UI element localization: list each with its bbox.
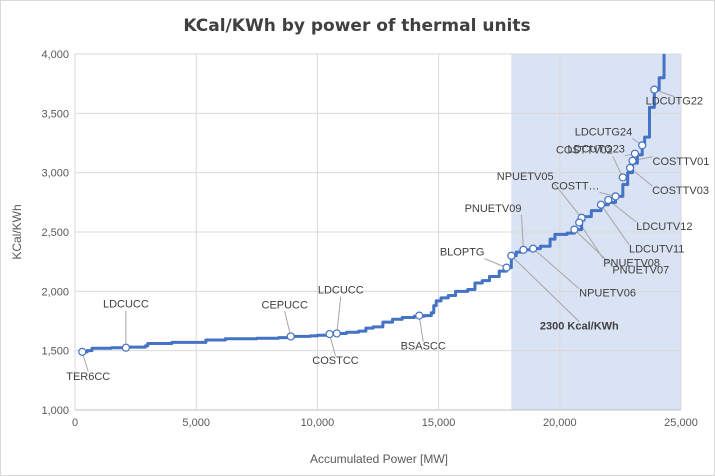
annotation-marker (628, 156, 637, 165)
annotation-label: NPUETV06 (579, 288, 636, 300)
annotation-marker (630, 149, 640, 158)
annotation-marker (325, 329, 334, 339)
annotation-marker (618, 173, 627, 182)
y-tick-label: 1,500 (41, 346, 69, 358)
grid-lines (74, 53, 682, 411)
annotation-label: LDCUTV12 (636, 221, 692, 233)
annotation-marker (625, 163, 635, 173)
annotation-label: LDCUTG22 (646, 96, 703, 108)
annotation-labels: TER6CC LDCUCC CEPUCC COSTCC LDCUCC BSASCC BLOP… (66, 96, 709, 383)
annotation-leader (574, 229, 613, 266)
annotation-marker (502, 263, 511, 272)
x-tick-label: 5,000 (182, 417, 210, 429)
annotation-leader (520, 214, 524, 250)
annotation-marker (570, 225, 579, 234)
annotation-marker (650, 85, 659, 94)
annotation-label: LDCUCC (103, 299, 149, 311)
annotation-marker (604, 195, 613, 205)
annotation-label: 2300 Kcal/KWh (540, 321, 619, 333)
annotation-leader (578, 222, 604, 259)
annotation-label: LDCUTG23 (567, 144, 624, 156)
x-axis-title: Accumulated Power [MW] (310, 452, 448, 466)
annotation-label: BSASCC (401, 341, 446, 353)
x-tick-labels: 0 5,000 10,000 15,000 20,000 25,000 (72, 417, 698, 429)
y-tick-label: 2,500 (41, 227, 69, 239)
x-tick-label: 10,000 (301, 417, 335, 429)
annotation-marker (611, 192, 620, 201)
annotation-marker (575, 218, 584, 227)
annotation-label: CEPUCC (262, 299, 309, 311)
annotation-leader (532, 248, 580, 289)
annotation-label: PNUETV08 (603, 258, 660, 270)
annotation-leader (418, 315, 424, 342)
annotation-label: COSTTV02 (556, 144, 613, 156)
y-tick-label: 2,000 (41, 286, 69, 298)
x-tick-label: 15,000 (422, 417, 456, 429)
y-tick-labels: 1,000 1,500 2,000 2,500 3,000 3,500 4,000 (41, 49, 69, 417)
y-tick-label: 4,000 (41, 49, 69, 61)
annotation-marker (415, 311, 424, 320)
annotation-marker (596, 200, 606, 209)
y-axis-title: KCal/KWh (10, 204, 24, 259)
annotation-label: COSTCC (312, 355, 359, 367)
y-tick-label: 3,500 (41, 108, 69, 120)
annotation-markers (78, 85, 659, 356)
annotation-label: PNUETV07 (612, 265, 669, 277)
chart-title: KCal/KWh by power of thermal units (183, 16, 530, 36)
y-tick-label: 3,000 (41, 168, 69, 180)
annotation-label: TER6CC (66, 371, 110, 383)
annotation-label: LDCUTG24 (575, 126, 632, 138)
annotation-marker (286, 332, 295, 341)
annotation-leader (553, 182, 583, 219)
annotation-marker (121, 343, 131, 352)
annotation-marker (638, 141, 647, 150)
annotation-label: BLOPTG (440, 247, 485, 259)
annotation-leader (336, 296, 342, 334)
annotation-label: PNUETV09 (465, 203, 522, 215)
annotation-label: NPUETV05 (497, 171, 554, 183)
annotation-marker (519, 245, 528, 254)
x-tick-label: 25,000 (664, 417, 698, 429)
x-tick-label: 20,000 (543, 417, 577, 429)
annotation-label: LDCUTV11 (629, 244, 684, 256)
y-tick-label: 1,000 (41, 405, 69, 417)
annotation-label: COSTT… (551, 180, 599, 192)
annotation-marker (78, 347, 87, 356)
heat-rate-line (82, 54, 666, 354)
x-tick-label: 0 (72, 417, 78, 429)
annotation-label: COSTTV03 (652, 185, 709, 197)
annotation-marker (332, 329, 341, 338)
annotation-leader (284, 311, 292, 337)
annotation-leader (510, 255, 580, 323)
annotation-label: COSTTV01 (653, 156, 710, 168)
annotation-leader (600, 204, 630, 245)
annotation-marker (529, 244, 538, 253)
annotation-marker (507, 251, 516, 260)
annotation-label: LDCUCC (318, 284, 364, 296)
